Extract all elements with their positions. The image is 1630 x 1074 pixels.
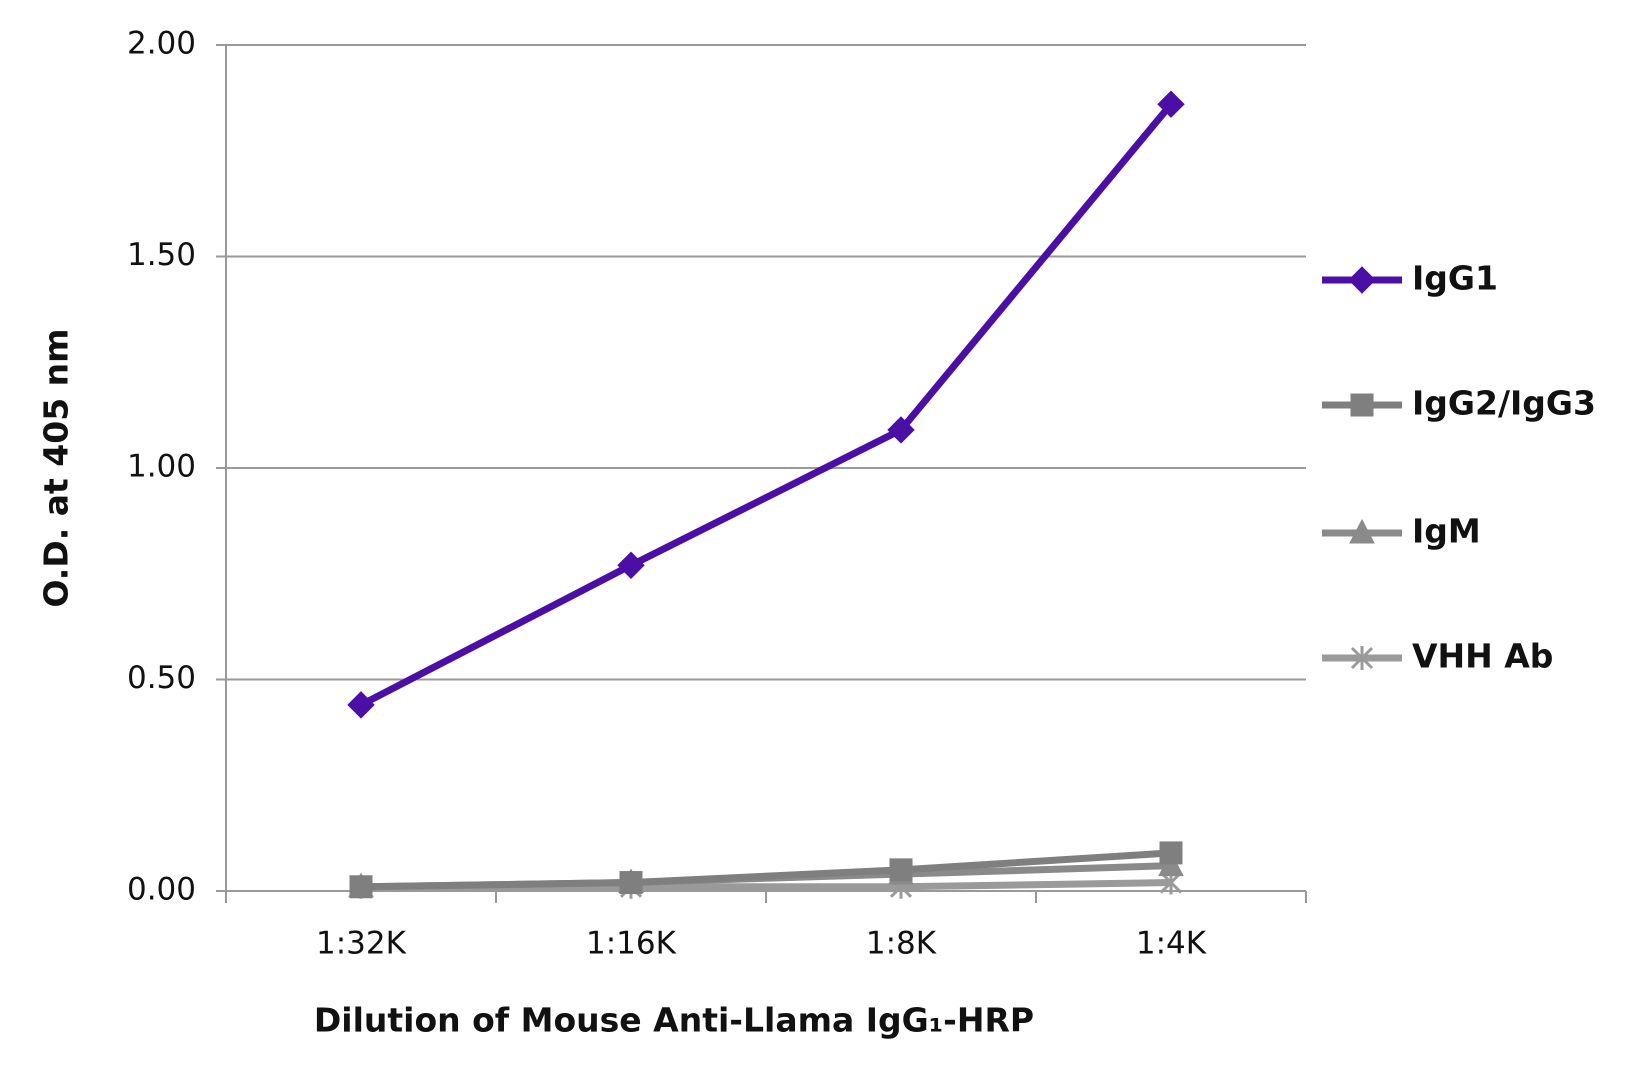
legend-label: IgG2/IgG3 (1412, 384, 1596, 423)
legend-label: VHH Ab (1412, 637, 1553, 676)
series-line (360, 849, 1172, 891)
y-tick-label: 1.00 (127, 449, 196, 485)
series-line (359, 101, 1174, 708)
marker (619, 871, 643, 895)
marker (887, 416, 915, 444)
x-tick-label: 1:4K (1136, 926, 1207, 962)
marker (349, 875, 373, 899)
x-tick-label: 1:8K (866, 926, 937, 962)
legend-label: IgM (1412, 512, 1481, 551)
y-tick-label: 0.50 (127, 660, 196, 696)
marker (1349, 518, 1375, 544)
y-axis-title: O.D. at 405 nm (37, 328, 76, 607)
y-tick-label: 2.00 (127, 26, 196, 62)
y-tick-label: 0.00 (127, 872, 196, 908)
y-tick-label: 1.50 (127, 237, 196, 273)
marker (1348, 266, 1376, 294)
marker (889, 858, 913, 882)
x-tick-label: 1:16K (586, 926, 677, 962)
marker (1159, 841, 1183, 865)
marker (347, 691, 375, 719)
legend-label: IgG1 (1412, 259, 1498, 298)
marker (1350, 646, 1374, 670)
x-axis-title: Dilution of Mouse Anti-Llama IgG₁-HRP (314, 1001, 1034, 1040)
marker (1350, 393, 1374, 417)
marker (617, 551, 645, 579)
marker (1157, 90, 1185, 118)
x-tick-label: 1:32K (316, 926, 407, 962)
